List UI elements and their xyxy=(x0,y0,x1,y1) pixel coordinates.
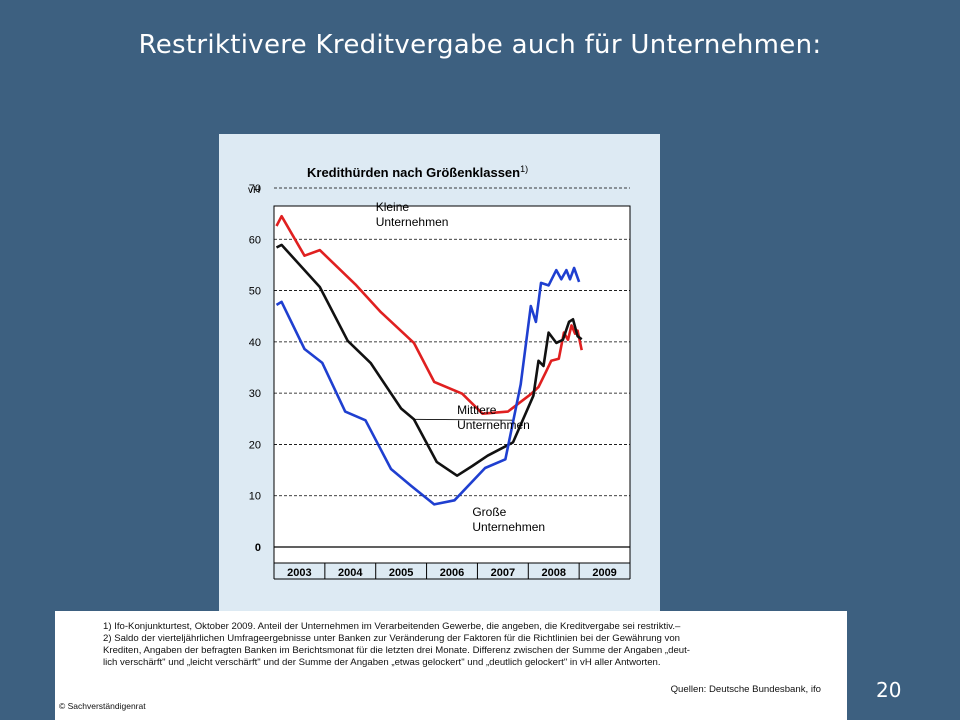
plot-area xyxy=(273,205,631,564)
series-label: Unternehmen xyxy=(457,418,530,432)
y-tick-label: 20 xyxy=(249,439,261,451)
y-tick-label: 10 xyxy=(249,491,261,503)
series-label: Unternehmen xyxy=(376,215,449,229)
y-tick-label: 70 xyxy=(249,183,261,195)
label-leader-line xyxy=(413,418,513,421)
x-tick-label: 2008 xyxy=(541,567,565,579)
x-axis: 2003 2004 2005 2006 2007 2008 2009 xyxy=(273,563,631,580)
footnote-line-4: lich verschärft" und „leicht verschärft"… xyxy=(103,657,661,668)
x-tick-label: 2009 xyxy=(592,567,616,579)
grid-layer xyxy=(274,187,630,548)
footnote-panel: 1) Ifo-Konjunkturtest, Oktober 2009. Ant… xyxy=(55,611,847,720)
footnote-line-3: Krediten, Angaben der befragten Banken i… xyxy=(103,645,690,656)
x-tick-label: 2004 xyxy=(338,567,363,579)
slide-title: Restriktivere Kreditvergabe auch für Unt… xyxy=(138,30,822,60)
footnote-line-2: 2) Saldo der vierteljährlichen Umfrageer… xyxy=(103,633,681,644)
series-label: Kleine xyxy=(376,200,410,214)
copyright-note: © Sachverständigenrat xyxy=(59,701,146,711)
y-tick-label: 30 xyxy=(249,388,261,400)
credit-hurdles-chart: Kredithürden nach Größenklassen1) vH 0 10… xyxy=(248,164,631,580)
x-tick-label: 2007 xyxy=(491,567,515,579)
x-tick-label: 2006 xyxy=(440,567,464,579)
series-line-0 xyxy=(275,214,583,415)
y-axis-unit: vH xyxy=(248,185,260,196)
x-tick-label: 2005 xyxy=(389,567,413,579)
series-label: Unternehmen xyxy=(472,520,545,534)
y-tick-label: 40 xyxy=(249,337,261,349)
source-note: Quellen: Deutsche Bundesbank, ifo xyxy=(670,684,821,695)
footnote-line-1: 1) Ifo-Konjunkturtest, Oktober 2009. Ant… xyxy=(103,621,681,632)
series-line-2 xyxy=(275,266,581,506)
series-line-1 xyxy=(275,243,583,477)
x-tick-label: 2003 xyxy=(287,567,311,579)
page-number: 20 xyxy=(876,678,902,702)
series-label: Große xyxy=(472,505,506,519)
y-tick-label: 0 xyxy=(255,542,261,554)
y-tick-label: 50 xyxy=(249,286,261,298)
series-layer xyxy=(275,214,583,506)
series-labels: KleineUnternehmenMittlereUnternehmenGroß… xyxy=(376,200,545,534)
chart-panel: Kredithürden nach Größenklassen1) vH 0 10… xyxy=(219,134,660,612)
y-tick-label: 60 xyxy=(249,234,261,246)
y-ticks: 0 10 20 30 40 50 60 70 xyxy=(249,183,261,554)
chart-title: Kredithürden nach Größenklassen1) xyxy=(307,164,528,180)
series-label: Mittlere xyxy=(457,403,497,417)
